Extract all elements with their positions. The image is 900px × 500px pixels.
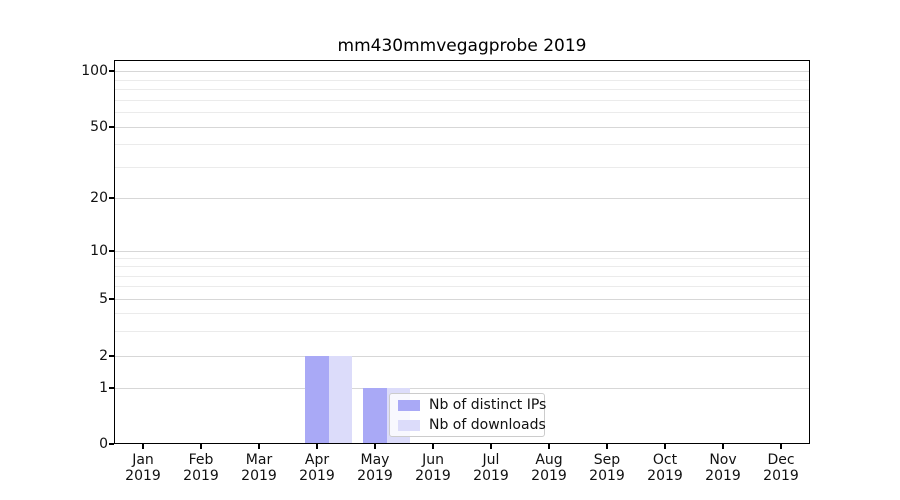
y-tick-mark (109, 197, 114, 199)
x-tick-label: May 2019 (346, 452, 404, 484)
x-tick-label: Aug 2019 (520, 452, 578, 484)
x-tick-year: 2019 (647, 468, 683, 484)
legend-label-distinct-ips: Nb of distinct IPs (429, 397, 547, 413)
x-tick-month: Feb (188, 452, 214, 468)
y-tick-mark (109, 250, 114, 252)
y-tick-mark (109, 355, 114, 357)
y-tick-label: 100 (81, 63, 108, 79)
x-tick-year: 2019 (241, 468, 277, 484)
x-tick-mark (490, 444, 492, 449)
y-tick-label: 20 (90, 190, 108, 206)
x-tick-month: Dec (767, 452, 795, 468)
x-tick-mark (432, 444, 434, 449)
y-tick-label: 50 (90, 119, 108, 135)
x-tick-label: Jul 2019 (462, 452, 520, 484)
y-gridline-minor (114, 144, 810, 146)
y-gridline-minor (114, 286, 810, 288)
y-tick-mark (109, 70, 114, 72)
x-tick-year: 2019 (125, 468, 161, 484)
x-tick-month: Aug (535, 452, 563, 468)
y-gridline-minor (114, 312, 810, 314)
y-tick-label: 5 (99, 291, 108, 307)
y-gridline (114, 299, 810, 300)
x-tick-label: Feb 2019 (172, 452, 230, 484)
x-tick-label: Sep 2019 (578, 452, 636, 484)
bar-apr-s1 (328, 356, 352, 444)
x-tick-year: 2019 (763, 468, 799, 484)
legend-label-downloads: Nb of downloads (429, 417, 546, 433)
x-tick-month: Apr (304, 452, 330, 468)
x-tick-month: May (360, 452, 390, 468)
x-tick-label: Oct 2019 (636, 452, 694, 484)
x-tick-month: Mar (245, 452, 273, 468)
x-tick-label: Nov 2019 (694, 452, 752, 484)
y-tick-label: 0 (99, 436, 108, 452)
bar-apr-s0 (305, 356, 329, 444)
x-tick-mark (722, 444, 724, 449)
y-gridline-minor (114, 166, 810, 168)
x-tick-year: 2019 (299, 468, 335, 484)
x-tick-label: Apr 2019 (288, 452, 346, 484)
y-gridline-minor (114, 258, 810, 260)
y-gridline (114, 127, 810, 128)
legend-item-distinct-ips: Nb of distinct IPs (398, 397, 546, 413)
y-gridline-minor (114, 99, 810, 101)
x-tick-year: 2019 (415, 468, 451, 484)
y-gridline-minor (114, 330, 810, 332)
y-gridline (114, 198, 810, 199)
x-tick-month: Oct (652, 452, 678, 468)
x-tick-year: 2019 (531, 468, 567, 484)
x-tick-year: 2019 (357, 468, 393, 484)
y-tick-mark (109, 443, 114, 445)
y-gridline-minor (114, 275, 810, 277)
x-tick-mark (316, 444, 318, 449)
x-tick-mark (142, 444, 144, 449)
x-tick-month: Jun (422, 452, 444, 468)
x-tick-month: Jan (132, 452, 154, 468)
x-tick-year: 2019 (705, 468, 741, 484)
x-tick-label: Dec 2019 (752, 452, 810, 484)
x-tick-label: Jan 2019 (114, 452, 172, 484)
x-tick-month: Jul (482, 452, 500, 468)
y-tick-label: 2 (99, 348, 108, 364)
x-tick-mark (606, 444, 608, 449)
y-tick-mark (109, 387, 114, 389)
x-tick-month: Nov (709, 452, 737, 468)
y-gridline (114, 388, 810, 389)
y-tick-mark (109, 298, 114, 300)
y-gridline-minor (114, 112, 810, 114)
x-tick-label: Jun 2019 (404, 452, 462, 484)
y-gridline (114, 251, 810, 252)
legend: Nb of distinct IPs Nb of downloads (389, 393, 546, 437)
x-tick-month: Sep (593, 452, 621, 468)
x-tick-mark (548, 444, 550, 449)
plot-area-border (114, 60, 810, 444)
legend-item-downloads: Nb of downloads (398, 417, 546, 433)
x-tick-mark (374, 444, 376, 449)
x-tick-year: 2019 (473, 468, 509, 484)
y-gridline-minor (114, 266, 810, 268)
x-tick-mark (664, 444, 666, 449)
bar-may-s0 (363, 388, 387, 444)
legend-swatch-distinct-ips-icon (398, 399, 420, 411)
y-tick-label: 1 (99, 380, 108, 396)
y-gridline-minor (114, 79, 810, 81)
x-tick-year: 2019 (589, 468, 625, 484)
y-tick-mark (109, 126, 114, 128)
x-tick-mark (200, 444, 202, 449)
x-tick-mark (780, 444, 782, 449)
y-gridline (114, 71, 810, 72)
legend-swatch-downloads-icon (398, 419, 420, 431)
y-gridline (114, 356, 810, 357)
y-tick-label: 10 (90, 243, 108, 259)
chart-title: mm430mmvegagprobe 2019 (337, 36, 587, 56)
x-tick-label: Mar 2019 (230, 452, 288, 484)
y-gridline-minor (114, 89, 810, 91)
x-tick-year: 2019 (183, 468, 219, 484)
x-tick-mark (258, 444, 260, 449)
